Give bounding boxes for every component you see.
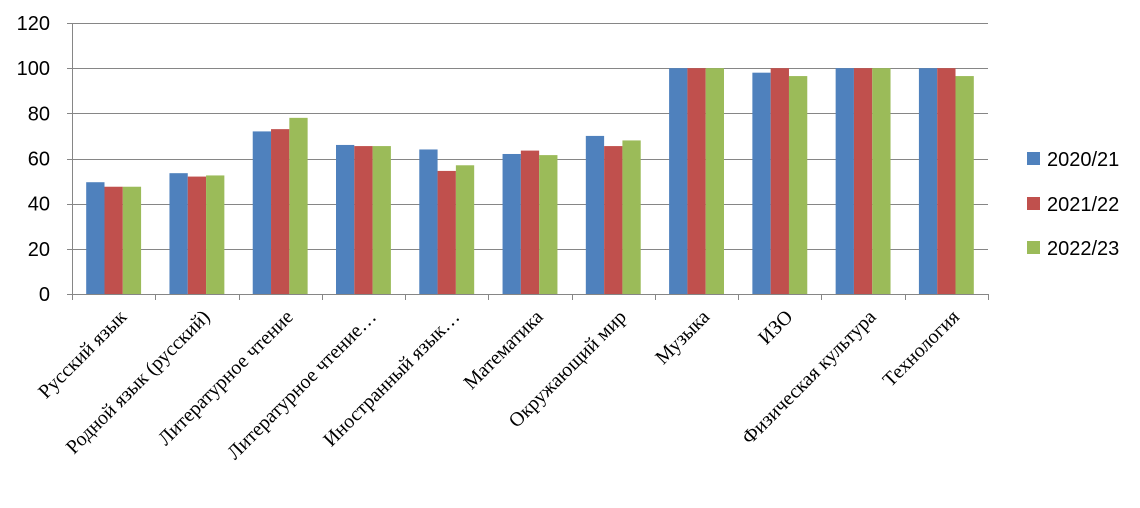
bar-series-1-category-5 xyxy=(419,149,438,294)
bar-series-1-category-3 xyxy=(252,131,272,294)
bar-series-1-category-10 xyxy=(835,68,854,294)
axes xyxy=(67,23,989,300)
bars xyxy=(86,68,974,295)
bar-series-1-category-8 xyxy=(669,68,688,294)
y-tick-label: 20 xyxy=(28,239,50,261)
y-tick-label: 80 xyxy=(28,103,50,125)
legend-swatch-1 xyxy=(1027,152,1040,165)
x-tick-label: Литературное чтение… xyxy=(223,306,381,464)
bar-series-1-category-11 xyxy=(918,68,938,294)
bar-series-2-category-10 xyxy=(853,68,873,294)
bar-series-1-category-2 xyxy=(169,173,188,294)
bar-series-3-category-10 xyxy=(872,68,891,294)
y-tick-label: 100 xyxy=(17,58,50,80)
bar-series-3-category-4 xyxy=(372,146,391,294)
x-tick-label: Музыка xyxy=(651,306,714,369)
bar-series-3-category-9 xyxy=(788,76,808,294)
bar-series-2-category-11 xyxy=(937,68,956,294)
bar-series-2-category-9 xyxy=(770,68,789,294)
legend: 2020/21 2021/22 2022/23 xyxy=(1027,149,1119,260)
bar-series-1-category-6 xyxy=(502,153,521,294)
bar-series-1-category-7 xyxy=(585,135,605,294)
legend-swatch-3 xyxy=(1027,241,1040,254)
y-tick-labels: 0 20 40 60 80 100 120 xyxy=(17,13,50,306)
bar-series-3-category-7 xyxy=(622,140,641,294)
bar-series-1-category-9 xyxy=(752,72,771,295)
bar-series-3-category-6 xyxy=(539,155,558,294)
bar-series-2-category-2 xyxy=(187,176,207,294)
bar-series-3-category-3 xyxy=(289,117,308,294)
legend-swatch-2 xyxy=(1027,197,1040,210)
bar-series-2-category-6 xyxy=(520,150,540,294)
y-tick-label: 60 xyxy=(28,149,50,171)
x-tick-label: Технология xyxy=(879,306,964,391)
x-tick-label: Математика xyxy=(460,306,548,394)
x-tick-label: ИЗО xyxy=(754,306,797,349)
bar-series-2-category-5 xyxy=(437,170,456,294)
bar-series-2-category-8 xyxy=(687,68,706,294)
bar-series-3-category-8 xyxy=(705,68,724,294)
y-tick-label: 120 xyxy=(17,13,50,35)
legend-label-2: 2021/22 xyxy=(1047,194,1119,216)
bar-series-3-category-1 xyxy=(122,186,142,294)
x-tick-label: Родной язык (русский) xyxy=(62,306,215,459)
bar-series-3-category-11 xyxy=(955,76,974,294)
bar-series-1-category-1 xyxy=(86,182,105,294)
legend-label-3: 2022/23 xyxy=(1047,238,1119,260)
x-tick-label: Иностранный язык… xyxy=(319,306,464,451)
bar-series-2-category-1 xyxy=(104,186,123,294)
bar-series-2-category-4 xyxy=(354,146,373,294)
bar-series-1-category-4 xyxy=(336,144,355,294)
bar-series-3-category-5 xyxy=(455,165,475,294)
x-tick-label: Литературное чтение xyxy=(154,306,298,450)
bar-series-2-category-3 xyxy=(271,129,290,294)
bar-series-3-category-2 xyxy=(206,175,225,294)
y-tick-label: 0 xyxy=(39,284,50,306)
bar-series-2-category-7 xyxy=(604,146,623,294)
y-tick-label: 40 xyxy=(28,194,50,216)
legend-label-1: 2020/21 xyxy=(1047,149,1119,171)
